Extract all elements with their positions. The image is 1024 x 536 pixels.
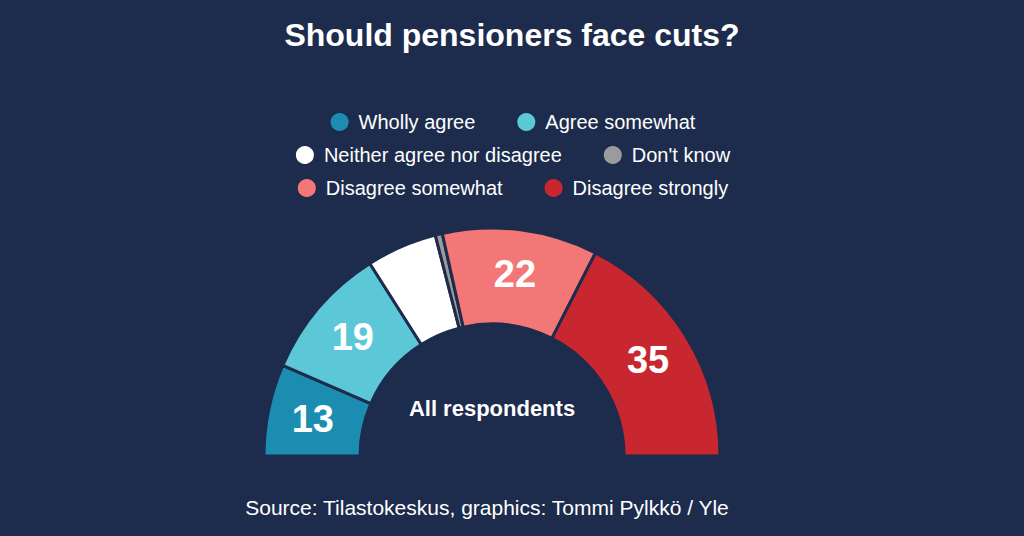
svg-text:35: 35	[627, 339, 669, 381]
svg-text:Wholly agree: Wholly agree	[359, 111, 476, 133]
svg-text:13: 13	[292, 398, 334, 440]
svg-text:Disagree somewhat: Disagree somewhat	[326, 177, 503, 199]
svg-text:Disagree strongly: Disagree strongly	[573, 177, 729, 199]
svg-text:22: 22	[494, 253, 536, 295]
svg-text:Agree somewhat: Agree somewhat	[545, 111, 696, 133]
svg-text:Should pensioners face cuts?: Should pensioners face cuts?	[284, 17, 739, 53]
svg-text:Don't know: Don't know	[632, 144, 731, 166]
svg-text:Source: Tilastokeskus, graphic: Source: Tilastokeskus, graphics: Tommi P…	[245, 496, 729, 519]
svg-text:All respondents: All respondents	[409, 396, 575, 421]
svg-text:Neither agree nor disagree: Neither agree nor disagree	[324, 144, 562, 166]
svg-text:19: 19	[332, 316, 374, 358]
